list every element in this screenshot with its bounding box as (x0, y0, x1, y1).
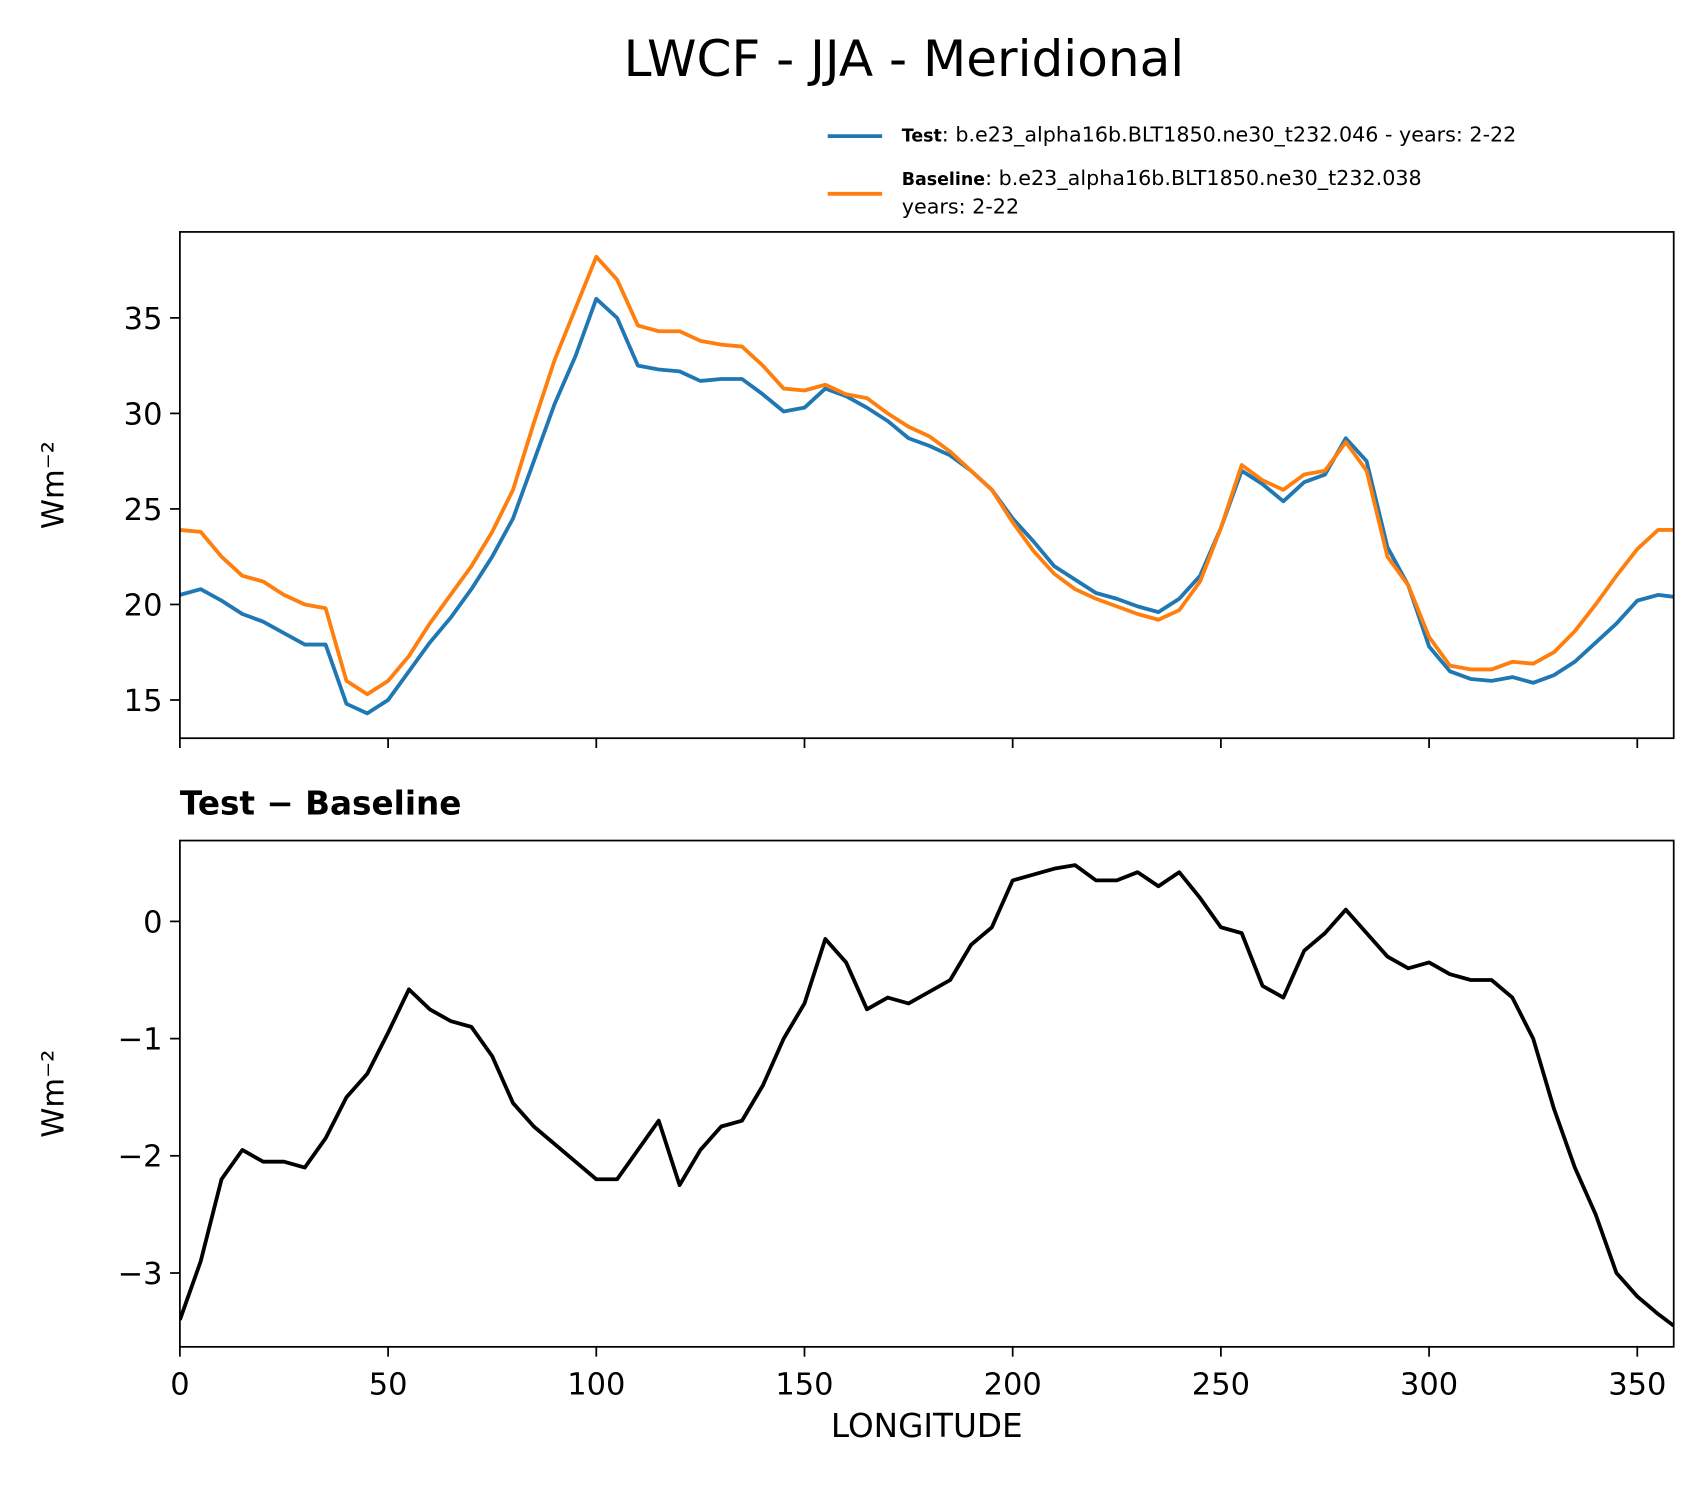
x-axis-label: LONGITUDE (831, 1407, 1023, 1445)
difference-line (179, 863, 1674, 1328)
legend-detail: : b.e23_alpha16b.BLT1850.ne30_t232.046 -… (942, 123, 1517, 148)
legend-detail: years: 2-22 (902, 194, 1019, 218)
x-tick-label: 100 (567, 1368, 625, 1403)
y-tick-label: 20 (124, 588, 163, 623)
legend-name: Baseline (902, 170, 985, 190)
x-tick-label: 350 (1608, 1368, 1666, 1403)
legend-entry: Test: b.e23_alpha16b.BLT1850.ne30_t232.0… (902, 123, 1517, 148)
x-tick-label: 300 (1400, 1368, 1458, 1403)
y-tick-label: 30 (124, 397, 163, 432)
y-tick-label: −1 (118, 1022, 163, 1057)
y-axis-label: Wm⁻² (36, 1050, 71, 1138)
y-tick-label: −2 (118, 1140, 163, 1175)
series-line (179, 296, 1674, 716)
legend-name: Test (902, 127, 942, 147)
y-tick-label: 15 (124, 684, 163, 719)
x-tick-label: 250 (1192, 1368, 1250, 1403)
y-tick-label: 25 (124, 493, 163, 528)
y-tick-label: 35 (124, 302, 163, 337)
legend-detail: : b.e23_alpha16b.BLT1850.ne30_t232.038 (985, 166, 1422, 191)
y-tick-label: −3 (118, 1257, 163, 1292)
figure-title: LWCF - JJA - Meridional (624, 30, 1185, 88)
axes-frame (179, 839, 1675, 1348)
axes-title: Test − Baseline (180, 784, 462, 822)
x-tick-label: 200 (984, 1368, 1042, 1403)
legend-entry: Baseline: b.e23_alpha16b.BLT1850.ne30_t2… (902, 166, 1422, 191)
x-tick-label: 150 (775, 1368, 833, 1403)
x-tick-label: 0 (170, 1368, 189, 1403)
series-line (179, 254, 1674, 697)
y-axis-label: Wm⁻² (36, 441, 71, 529)
axes-frame (179, 231, 1675, 740)
x-tick-label: 50 (369, 1368, 408, 1403)
y-tick-label: 0 (143, 905, 162, 940)
